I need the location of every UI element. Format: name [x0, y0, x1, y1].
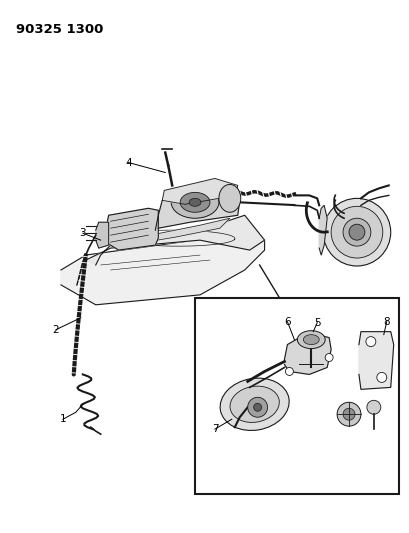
Ellipse shape [230, 386, 279, 423]
Text: 4: 4 [125, 158, 132, 167]
Circle shape [285, 367, 293, 375]
Polygon shape [96, 222, 109, 248]
Ellipse shape [323, 198, 391, 266]
Text: 6: 6 [284, 317, 291, 327]
Circle shape [349, 224, 365, 240]
Polygon shape [319, 205, 327, 255]
Ellipse shape [220, 378, 289, 431]
Polygon shape [359, 332, 394, 389]
Text: 3: 3 [79, 228, 86, 238]
Text: 2: 2 [53, 325, 59, 335]
Polygon shape [284, 335, 331, 375]
Circle shape [367, 400, 381, 414]
Text: 90325 1300: 90325 1300 [16, 23, 103, 36]
Ellipse shape [303, 335, 319, 345]
Polygon shape [86, 215, 265, 265]
Polygon shape [106, 208, 158, 250]
Circle shape [377, 373, 387, 382]
Text: 7: 7 [211, 424, 218, 434]
Bar [195, 298, 399, 494]
Circle shape [366, 337, 376, 346]
Text: 5: 5 [314, 318, 321, 328]
Circle shape [337, 402, 361, 426]
Ellipse shape [189, 198, 201, 206]
Circle shape [254, 403, 262, 411]
Ellipse shape [180, 192, 210, 212]
Ellipse shape [219, 184, 241, 212]
Polygon shape [155, 185, 240, 230]
Ellipse shape [343, 218, 371, 246]
Ellipse shape [331, 206, 383, 258]
Text: 1: 1 [60, 414, 66, 424]
Circle shape [343, 408, 355, 420]
Polygon shape [162, 179, 238, 204]
Text: 8: 8 [384, 317, 390, 327]
Polygon shape [140, 218, 230, 245]
Circle shape [325, 353, 333, 361]
Ellipse shape [171, 187, 219, 218]
Ellipse shape [297, 330, 325, 349]
Circle shape [248, 397, 267, 417]
Polygon shape [61, 240, 265, 305]
